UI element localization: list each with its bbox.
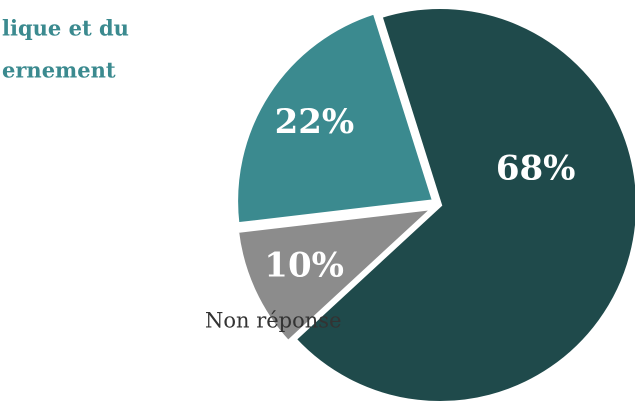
data-label: 68% xyxy=(496,148,576,188)
data-label: 10% xyxy=(264,245,344,285)
pie-slice xyxy=(291,5,635,402)
pie-slice xyxy=(234,9,437,227)
chart-title: lique et du xyxy=(2,16,129,41)
legend-label: Non réponse xyxy=(205,309,342,333)
data-label: 22% xyxy=(275,102,355,142)
pie-slice xyxy=(234,205,440,346)
chart-title: ernement xyxy=(2,58,116,83)
